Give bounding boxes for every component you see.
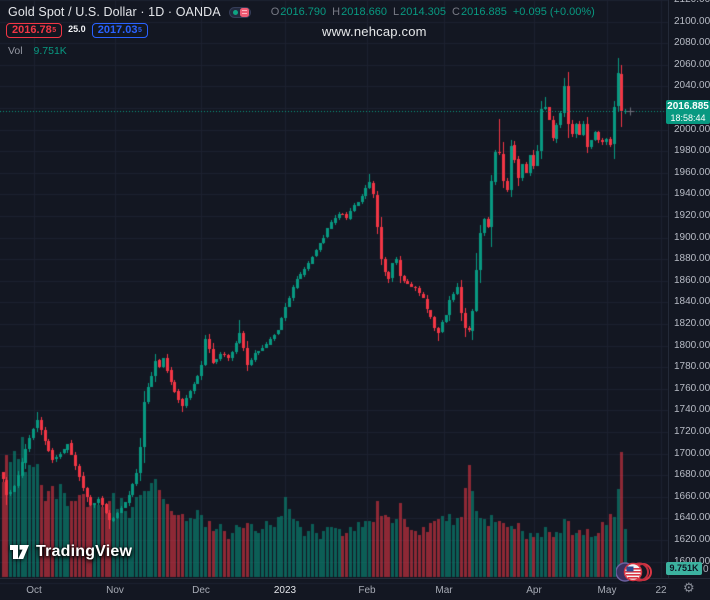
volume-value: 9.751K xyxy=(33,45,67,57)
price-axis-label: 2000.000 xyxy=(674,123,710,135)
low-label: L xyxy=(393,6,400,18)
price-axis-label: 1620.000 xyxy=(674,533,710,545)
price-axis-label: 1660.000 xyxy=(674,490,710,502)
price-axis-label: 1720.000 xyxy=(674,425,710,437)
volume-indicator-row[interactable]: Vol 9.751K xyxy=(8,45,67,57)
time-axis-label: May xyxy=(597,585,617,596)
price-axis-label: 1820.000 xyxy=(674,317,710,329)
price-axis-label: 1640.000 xyxy=(674,512,710,524)
sell-bid-button[interactable]: 2016.78 5 xyxy=(6,23,63,38)
ohlc-values: O 2016.790 H 2018.660 L 2014.305 C 2016.885 … xyxy=(265,6,595,18)
time-axis-label: Mar xyxy=(435,585,453,596)
price-axis-label: 1760.000 xyxy=(674,382,710,394)
symbol-title[interactable]: Gold Spot / U.S. Dollar · 1D · OANDA xyxy=(8,5,221,19)
last-price-value: 2016.885 xyxy=(667,100,709,112)
time-axis-label: 22 xyxy=(655,585,667,596)
toggle-knob-icon xyxy=(239,7,249,17)
price-axis-label: 2060.000 xyxy=(674,58,710,70)
price-axis-label: 1840.000 xyxy=(674,296,710,308)
close-label: C xyxy=(452,6,460,18)
volume-axis-badge: 9.751K xyxy=(666,562,702,575)
price-axis-label: 1800.000 xyxy=(674,339,710,351)
price-axis-label: 1680.000 xyxy=(674,469,710,481)
buy-ask-button[interactable]: 2017.03 5 xyxy=(91,23,148,38)
bar-countdown: 18:58:44 xyxy=(670,112,706,123)
price-axis-label: 2100.000 xyxy=(674,15,710,27)
last-price-badge: 2016.885 18:58:44 xyxy=(666,99,710,124)
price-axis-label: 1880.000 xyxy=(674,253,710,265)
change-value: +0.095 (+0.00%) xyxy=(512,6,595,18)
price-axis-label: 2120.000 xyxy=(674,0,710,5)
time-axis-label: Dec xyxy=(192,585,210,596)
watermark-url: www.nehcap.com xyxy=(322,24,427,39)
price-axis-label: 1900.000 xyxy=(674,231,710,243)
price-axis-label: 1600.000 xyxy=(674,555,710,567)
low-value: 2014.305 xyxy=(400,6,447,18)
tradingview-logo[interactable]: TradingView xyxy=(10,543,132,561)
buy-sell-panel-toggle[interactable] xyxy=(228,6,251,18)
axis-settings-gear-icon[interactable]: ⚙ xyxy=(683,580,695,595)
open-value: 2016.790 xyxy=(280,6,327,18)
chart-legend: Gold Spot / U.S. Dollar · 1D · OANDA O 20… xyxy=(6,4,595,57)
price-axis-label: 1960.000 xyxy=(674,166,710,178)
price-axis-label: 1920.000 xyxy=(674,209,710,221)
price-axis-label: 1740.000 xyxy=(674,404,710,416)
time-axis[interactable]: Oct Nov Dec 2023 Feb Mar Apr May 22 xyxy=(0,578,710,600)
clipped-axis-label: 0 xyxy=(703,564,709,575)
status-dot-icon xyxy=(232,9,238,15)
symbol-title-row: Gold Spot / U.S. Dollar · 1D · OANDA O 20… xyxy=(8,4,595,20)
time-axis-label: 2023 xyxy=(273,585,297,596)
spread-value: 25.0 xyxy=(68,24,86,34)
time-axis-label: Nov xyxy=(106,585,124,596)
bid-ask-row: 2016.78 5 25.0 2017.03 5 xyxy=(6,23,148,38)
price-axis-label: 1980.000 xyxy=(674,145,710,157)
price-axis-label: 2080.000 xyxy=(674,37,710,49)
price-axis-label: 1780.000 xyxy=(674,361,710,373)
us-flag-icon xyxy=(623,562,643,582)
price-axis-label: 1940.000 xyxy=(674,188,710,200)
price-axis[interactable]: 2120.000 2100.000 2080.000 2060.000 2040.000… xyxy=(668,0,710,578)
time-axis-label: Apr xyxy=(526,585,542,596)
time-axis-label: Feb xyxy=(358,585,376,596)
price-axis-label: 1700.000 xyxy=(674,447,710,459)
price-axis-label: 2040.000 xyxy=(674,80,710,92)
high-label: H xyxy=(332,6,341,18)
price-axis-label: 1860.000 xyxy=(674,274,710,286)
volume-label: Vol xyxy=(8,45,23,57)
tradingview-mark-icon xyxy=(10,545,29,559)
open-label: O xyxy=(270,6,280,18)
time-axis-label: Oct xyxy=(26,585,42,596)
tradingview-logo-text: TradingView xyxy=(36,543,133,560)
symbol-flag-icon xyxy=(615,560,652,589)
high-value: 2018.660 xyxy=(341,6,387,18)
close-value: 2016.885 xyxy=(460,6,507,18)
